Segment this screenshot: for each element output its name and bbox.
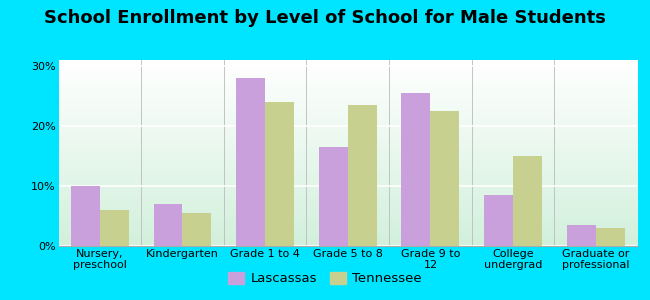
Bar xyxy=(183,213,211,246)
Bar xyxy=(484,195,513,246)
Bar xyxy=(430,111,460,246)
Bar xyxy=(513,156,542,246)
Text: School Enrollment by Level of School for Male Students: School Enrollment by Level of School for… xyxy=(44,9,606,27)
Bar xyxy=(265,102,294,246)
Legend: Lascassas, Tennessee: Lascassas, Tennessee xyxy=(223,266,427,290)
Bar xyxy=(153,204,183,246)
Bar xyxy=(402,93,430,246)
Bar xyxy=(100,210,129,246)
Bar xyxy=(318,147,348,246)
Bar xyxy=(71,186,100,246)
Bar xyxy=(567,225,595,246)
Bar xyxy=(236,78,265,246)
Bar xyxy=(348,105,377,246)
Bar xyxy=(595,228,625,246)
